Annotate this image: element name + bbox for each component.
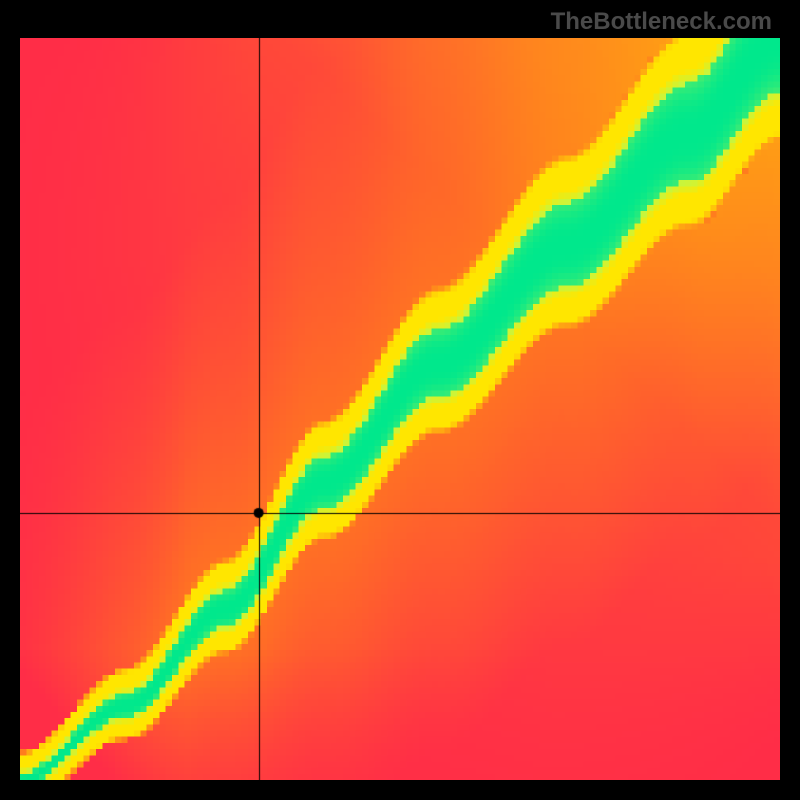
watermark-text: TheBottleneck.com xyxy=(551,8,772,36)
crosshair-overlay xyxy=(20,38,780,780)
chart-container: TheBottleneck.com xyxy=(0,0,800,800)
